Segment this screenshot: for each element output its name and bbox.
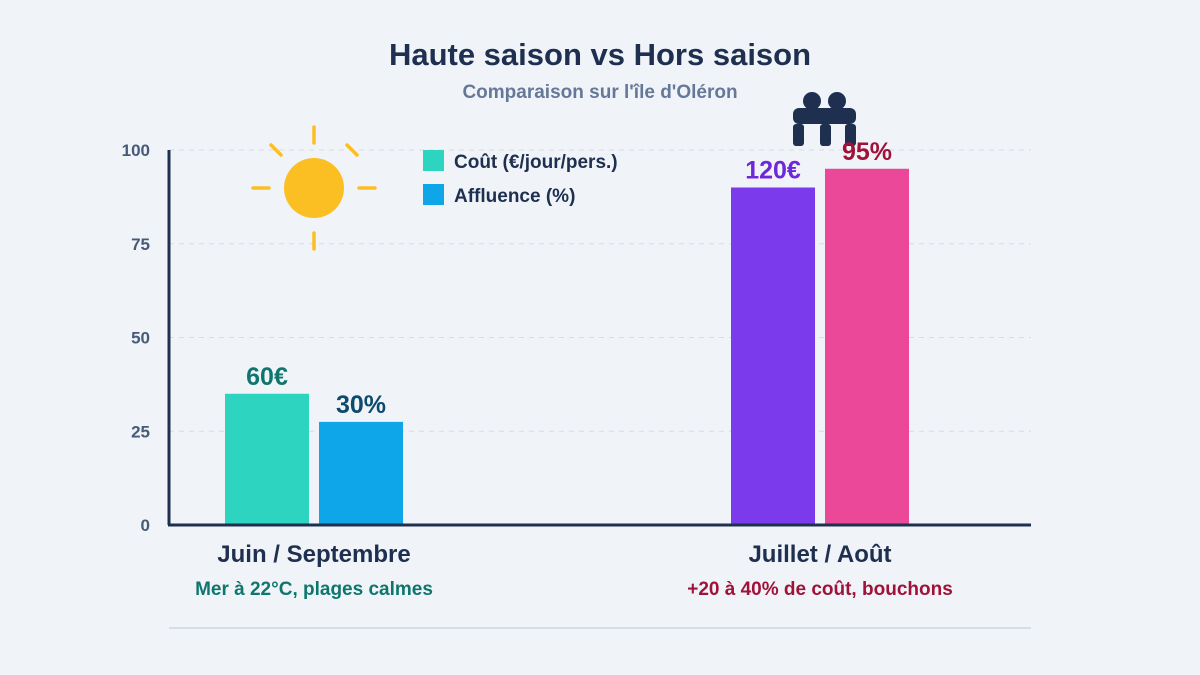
y-tick-label-100: 100: [122, 141, 150, 160]
y-tick-label-0: 0: [141, 516, 150, 535]
bar-cout-juillet-aout: [731, 187, 815, 525]
y-tick-label-25: 25: [131, 422, 150, 441]
bar-value-label: 30%: [336, 391, 386, 419]
x-category-label-juin-septembre: Juin / Septembre: [217, 541, 410, 568]
legend: Coût (€/jour/pers.) Affluence (%): [423, 150, 618, 207]
legend-label-cout: Coût (€/jour/pers.): [454, 152, 618, 173]
y-axis-ticks: 0 25 50 75 100: [122, 141, 150, 535]
bar-value-label: 60€: [246, 363, 288, 391]
legend-label-affluence: Affluence (%): [454, 186, 575, 207]
legend-swatch-affluence: [423, 184, 444, 205]
bars: 60€ 30% 120€ 95%: [225, 138, 909, 525]
category-note-juillet-aout: +20 à 40% de coût, bouchons: [687, 579, 953, 600]
x-category-label-juillet-aout: Juillet / Août: [748, 541, 891, 568]
chart-title: Haute saison vs Hors saison: [389, 37, 811, 72]
crowd-icon: [793, 92, 856, 146]
chart-subtitle: Comparaison sur l'île d'Oléron: [462, 82, 737, 103]
bar-value-label: 120€: [745, 157, 801, 185]
y-tick-label-75: 75: [131, 235, 150, 254]
bar-affluence-juillet-aout: [825, 168, 909, 525]
bar-affluence-juin-septembre: [319, 421, 403, 525]
bar-value-label: 95%: [842, 138, 892, 166]
sun-icon: [251, 125, 377, 251]
y-tick-label-50: 50: [131, 329, 150, 348]
legend-swatch-cout: [423, 150, 444, 171]
bar-cout-juin-septembre: [225, 393, 309, 525]
category-note-juin-septembre: Mer à 22°C, plages calmes: [195, 579, 433, 600]
